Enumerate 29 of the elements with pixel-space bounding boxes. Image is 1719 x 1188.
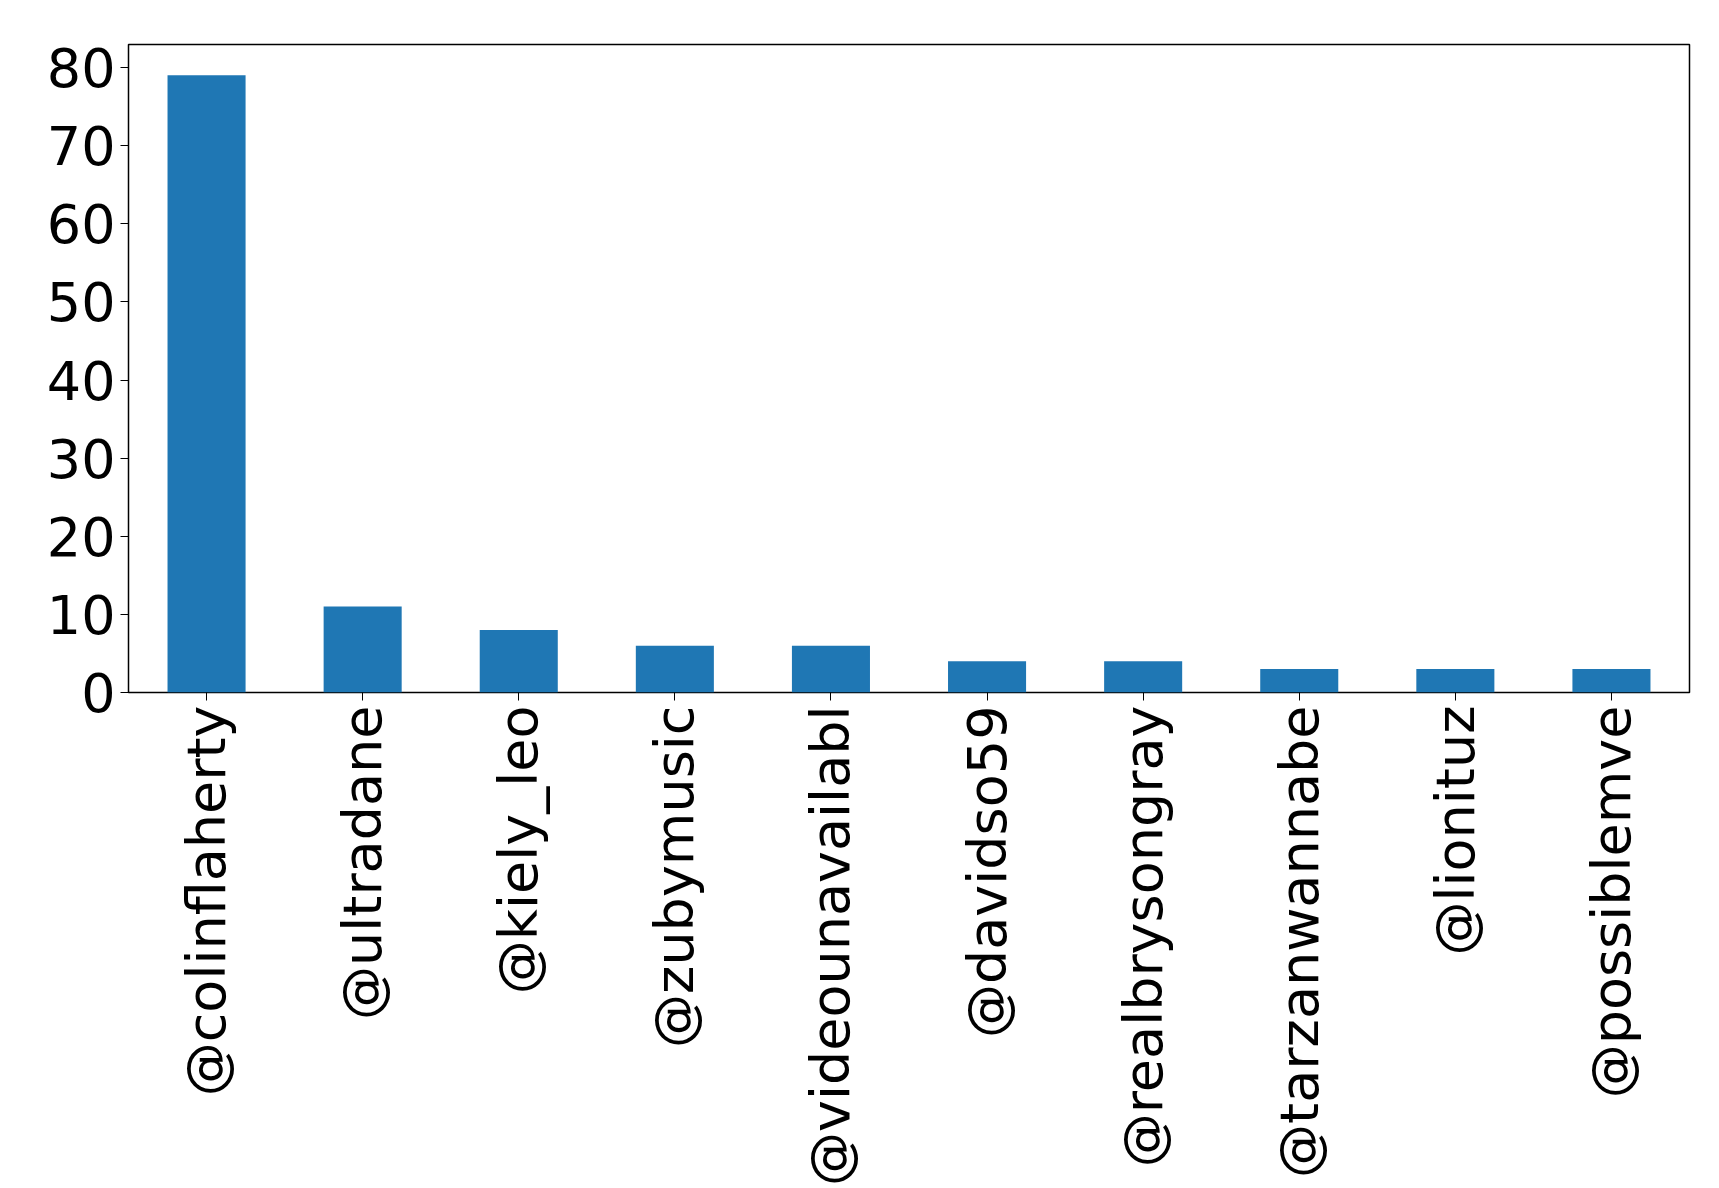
y-tick-label: 30 [46,427,116,491]
x-tick-label: @lionituz [1423,705,1487,956]
y-tick-label: 80 [46,37,116,101]
x-tick-label: @davidso59 [955,705,1019,1038]
x-tick-label: @realbrysongray [1111,705,1175,1168]
bar [1572,669,1651,693]
x-tick-label: @colinflaherty [175,705,239,1097]
x-tick-label: @zubymusic [643,705,707,1048]
bar [635,645,714,693]
y-tick-label: 50 [46,271,116,335]
bar [791,645,870,693]
bar [167,75,246,693]
x-tick-label: @ultradane [331,705,395,1021]
bar [323,606,402,693]
bar [1416,669,1495,693]
x-tick-label: @kiely_leo [487,705,551,995]
x-tick-label: @possiblemve [1579,705,1643,1099]
y-tick-label: 40 [46,349,116,413]
bar [1260,669,1339,693]
x-tick-label: @tarzanwannabe [1267,705,1331,1178]
bar [1104,661,1183,693]
y-tick-label: 10 [46,583,116,647]
y-tick-label: 60 [46,193,116,257]
y-tick-label: 70 [46,115,116,179]
bar [479,630,558,693]
bar [948,661,1027,693]
x-tick-label: @videounavailabl [799,705,863,1186]
y-tick-label: 0 [81,662,116,725]
y-tick-label: 20 [46,505,116,569]
